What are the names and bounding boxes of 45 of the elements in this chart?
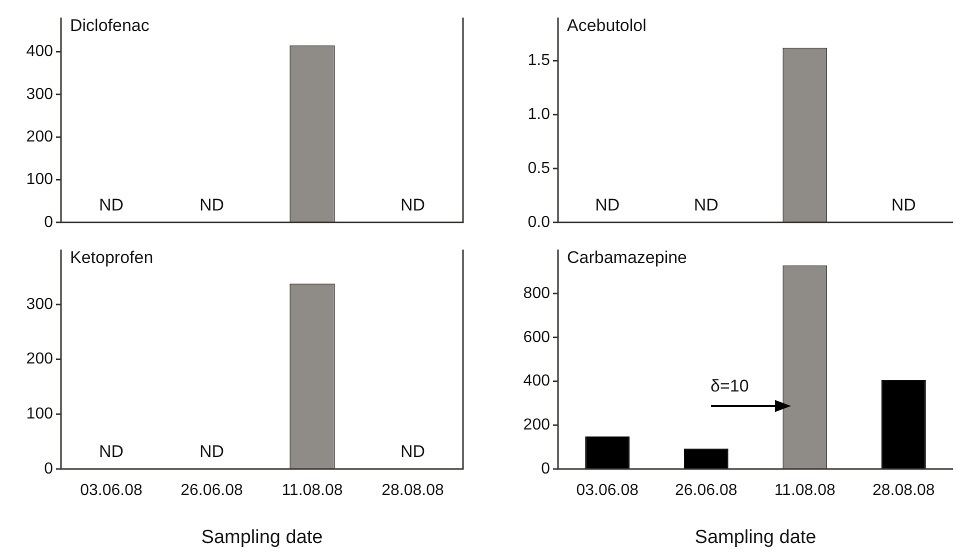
y-tick-label: 400 [523, 372, 550, 390]
text: ND [694, 196, 718, 215]
chart-title: Diclofenac [70, 16, 150, 35]
y-tick-label: 400 [26, 43, 54, 60]
x-tick-label: 03.06.08 [80, 482, 142, 500]
chart-title: Ketoprofen [70, 248, 154, 267]
y-tick-label: 200 [26, 128, 54, 146]
text: ND [400, 442, 426, 462]
bar [684, 448, 728, 469]
chart-title: Carbamazepine [567, 248, 688, 267]
bar [585, 436, 630, 469]
x-tick-label: 11.08.08 [774, 482, 836, 500]
text: ND [891, 196, 916, 215]
y-tick-label: 0.5 [528, 160, 550, 177]
y-tick-label: 0 [44, 214, 54, 231]
text: ND [98, 442, 124, 462]
y-tick-label: 100 [26, 171, 54, 188]
x-axis-title: Sampling date [694, 526, 816, 548]
chart-title: Acebutolol [567, 16, 646, 35]
x-tick-label: 26.06.08 [180, 482, 243, 500]
y-tick-label: 1.5 [528, 52, 550, 70]
y-tick-label: 800 [523, 284, 550, 302]
y-tick-label: 0 [541, 460, 550, 478]
x-axis-title: Sampling date [201, 526, 323, 548]
text: ND [199, 196, 224, 215]
y-tick-label: 300 [26, 296, 54, 313]
y-tick-label: 0 [44, 460, 54, 478]
text: ND [595, 196, 620, 215]
x-tick-label: 26.06.08 [674, 482, 738, 500]
y-tick-label: 0.0 [528, 214, 550, 231]
x-tick-label: 03.06.08 [576, 482, 639, 500]
x-tick-label: 11.08.08 [282, 482, 343, 500]
y-tick-label: 600 [523, 328, 550, 346]
y-tick-label: 200 [523, 416, 550, 434]
y-tick-label: 200 [26, 350, 54, 368]
text: ND [98, 196, 124, 215]
text: ND [199, 442, 224, 462]
x-tick-label: 28.08.08 [872, 482, 935, 500]
annotation: δ=10 [710, 376, 749, 396]
y-tick-label: 1.0 [528, 106, 550, 124]
y-tick-label: 100 [26, 406, 54, 423]
bar [881, 380, 926, 469]
text: ND [400, 196, 426, 215]
x-tick-label: 28.08.08 [382, 482, 444, 500]
y-tick-label: 300 [26, 86, 54, 103]
